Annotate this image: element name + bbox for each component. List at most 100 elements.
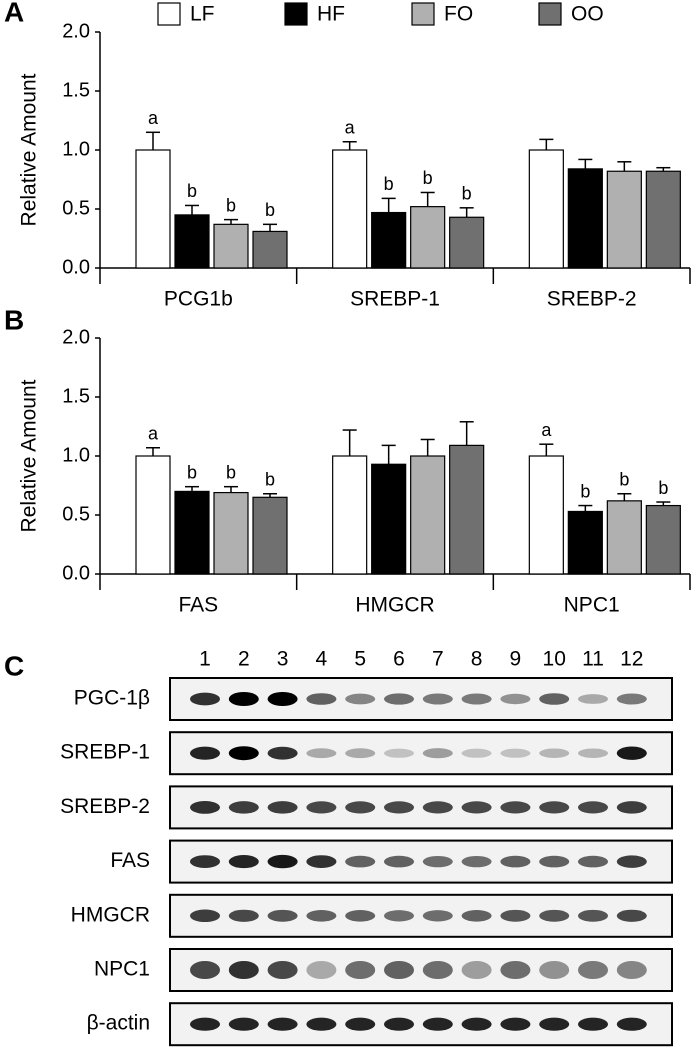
y-tick-label: 2.0 — [62, 20, 90, 42]
panel-label: A — [4, 0, 24, 27]
bar — [332, 455, 368, 575]
blot-band — [539, 748, 570, 758]
bar — [567, 510, 603, 575]
y-tick-label: 1.0 — [62, 138, 90, 160]
blot-band — [384, 961, 414, 979]
bar — [606, 500, 642, 575]
y-tick-label: 0.0 — [62, 256, 90, 278]
blot-band — [267, 909, 298, 922]
blot-band — [616, 855, 647, 868]
error-bar — [263, 223, 277, 232]
lane-number: 5 — [354, 648, 366, 671]
lane-number: 6 — [393, 648, 405, 671]
blot-band — [461, 961, 492, 979]
bar — [174, 214, 210, 269]
lane-number: 3 — [277, 648, 289, 671]
blot-band — [539, 961, 570, 979]
y-tick-label: 1.0 — [62, 444, 90, 466]
blot-band — [345, 801, 376, 814]
legend-label: LF — [190, 3, 215, 26]
blot-band — [190, 801, 220, 814]
blot-band — [384, 748, 414, 758]
bar — [606, 170, 642, 269]
blot-band — [500, 748, 531, 758]
significance-letter: b — [187, 462, 197, 482]
y-axis-label: Relative Amount — [18, 73, 41, 226]
significance-letter: b — [658, 478, 668, 498]
error-bar — [185, 485, 199, 492]
blot-band — [267, 692, 298, 706]
significance-letter: b — [187, 181, 197, 201]
blot-row-label: SREBP-2 — [60, 795, 150, 818]
blot-band — [539, 855, 570, 868]
blot-band — [500, 801, 531, 814]
significance-letter: a — [541, 420, 552, 440]
blot-band — [384, 910, 414, 922]
error-bar — [224, 218, 238, 225]
blot-band — [578, 961, 608, 979]
blot-band — [578, 909, 608, 922]
blot-band — [228, 909, 259, 922]
lane-number: 8 — [471, 648, 483, 671]
blot-band — [500, 693, 531, 705]
legend-swatch — [284, 2, 308, 26]
significance-letter: b — [619, 470, 629, 490]
blot-band — [306, 801, 337, 814]
blot-band — [228, 692, 259, 706]
error-bar — [342, 140, 357, 150]
panel-label: B — [4, 304, 24, 335]
error-bar — [617, 493, 632, 501]
error-bar — [263, 493, 277, 498]
blot-band — [616, 909, 647, 922]
blot-band — [267, 801, 298, 814]
y-tick-label: 0.0 — [62, 562, 90, 584]
blot-row-label: SREBP-1 — [60, 741, 150, 764]
bar — [174, 490, 210, 575]
bar — [371, 463, 407, 575]
error-bar — [342, 429, 357, 456]
x-tick-label: NPC1 — [564, 594, 620, 617]
error-bar — [459, 421, 474, 446]
lane-number: 11 — [582, 648, 604, 671]
blot-band — [190, 746, 220, 760]
blot-band — [461, 910, 492, 922]
legend-swatch — [157, 2, 181, 26]
blot-band — [306, 748, 337, 759]
blot-band — [345, 693, 376, 705]
blot-band — [306, 961, 337, 979]
blot-band — [345, 961, 376, 979]
blot-band — [422, 748, 453, 759]
blot-band — [422, 910, 453, 922]
error-bar — [578, 158, 593, 169]
blot-band — [578, 694, 608, 704]
blot-band — [384, 801, 414, 814]
blot-row-label: PGC-1β — [74, 687, 150, 710]
blot-band — [461, 693, 492, 705]
blot-band — [422, 855, 453, 868]
bar — [213, 223, 249, 269]
bar — [528, 455, 564, 575]
bar — [410, 455, 446, 575]
bar — [410, 206, 446, 269]
blot-band — [267, 961, 298, 979]
error-bar — [617, 161, 632, 172]
blot-band — [384, 1017, 414, 1031]
error-bar — [539, 138, 554, 150]
blot-band — [461, 855, 492, 868]
blot-band — [384, 693, 414, 705]
significance-letter: b — [265, 200, 275, 220]
error-bar — [656, 501, 671, 506]
legend-label: OO — [571, 3, 604, 26]
blot-band — [422, 801, 453, 814]
x-tick-label: SREBP-1 — [350, 288, 440, 311]
error-bar — [539, 443, 554, 456]
bar — [332, 149, 368, 269]
error-bar — [146, 131, 160, 150]
significance-letter: b — [384, 174, 394, 194]
significance-letter: b — [226, 462, 236, 482]
blot-band — [422, 1017, 453, 1031]
lane-number: 7 — [432, 648, 444, 671]
blot-band — [578, 855, 608, 868]
significance-letter: b — [423, 168, 433, 188]
